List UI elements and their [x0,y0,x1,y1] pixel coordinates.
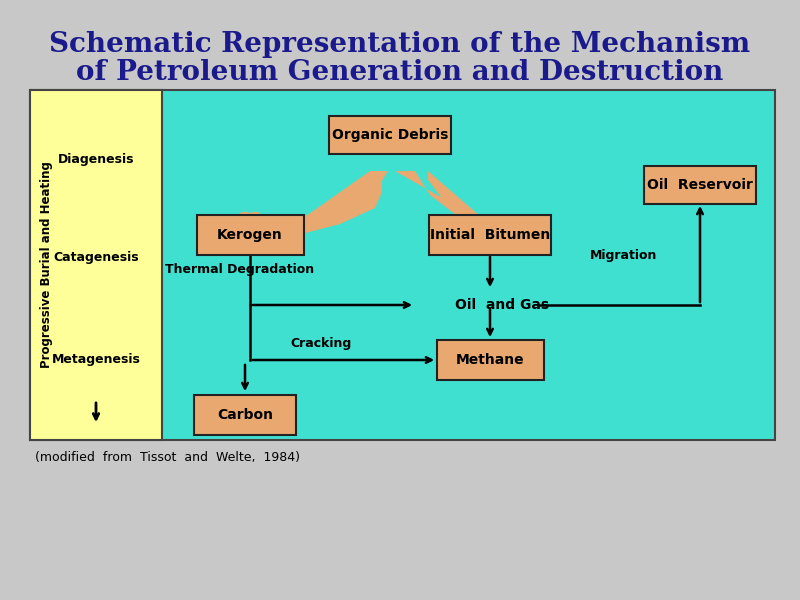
Text: Schematic Representation of the Mechanism: Schematic Representation of the Mechanis… [50,31,750,58]
FancyBboxPatch shape [197,215,303,255]
FancyBboxPatch shape [644,166,756,204]
FancyBboxPatch shape [429,215,551,255]
Text: Oil  and Gas: Oil and Gas [455,298,549,312]
Bar [30,90,162,440]
Text: Thermal Degradation: Thermal Degradation [165,263,314,277]
Polygon shape [248,171,388,250]
Text: Catagenesis: Catagenesis [53,251,139,265]
Text: Initial  Bitumen: Initial Bitumen [430,228,550,242]
Text: (modified  from  Tissot  and  Welte,  1984): (modified from Tissot and Welte, 1984) [35,451,300,463]
Text: Kerogen: Kerogen [217,228,283,242]
Text: Metagenesis: Metagenesis [51,353,141,367]
Text: Diagenesis: Diagenesis [58,154,134,166]
Text: Methane: Methane [456,353,524,367]
Polygon shape [395,171,520,242]
Text: Organic Debris: Organic Debris [332,128,448,142]
FancyBboxPatch shape [194,395,296,435]
Text: Carbon: Carbon [217,408,273,422]
Text: Migration: Migration [590,248,658,262]
Text: Oil  Reservoir: Oil Reservoir [647,178,753,192]
Text: Cracking: Cracking [290,337,351,350]
FancyBboxPatch shape [437,340,543,380]
Bar [30,90,775,440]
FancyBboxPatch shape [329,116,451,154]
Text: Progressive Burial and Heating: Progressive Burial and Heating [41,161,54,368]
Text: of Petroleum Generation and Destruction: of Petroleum Generation and Destruction [76,59,724,86]
